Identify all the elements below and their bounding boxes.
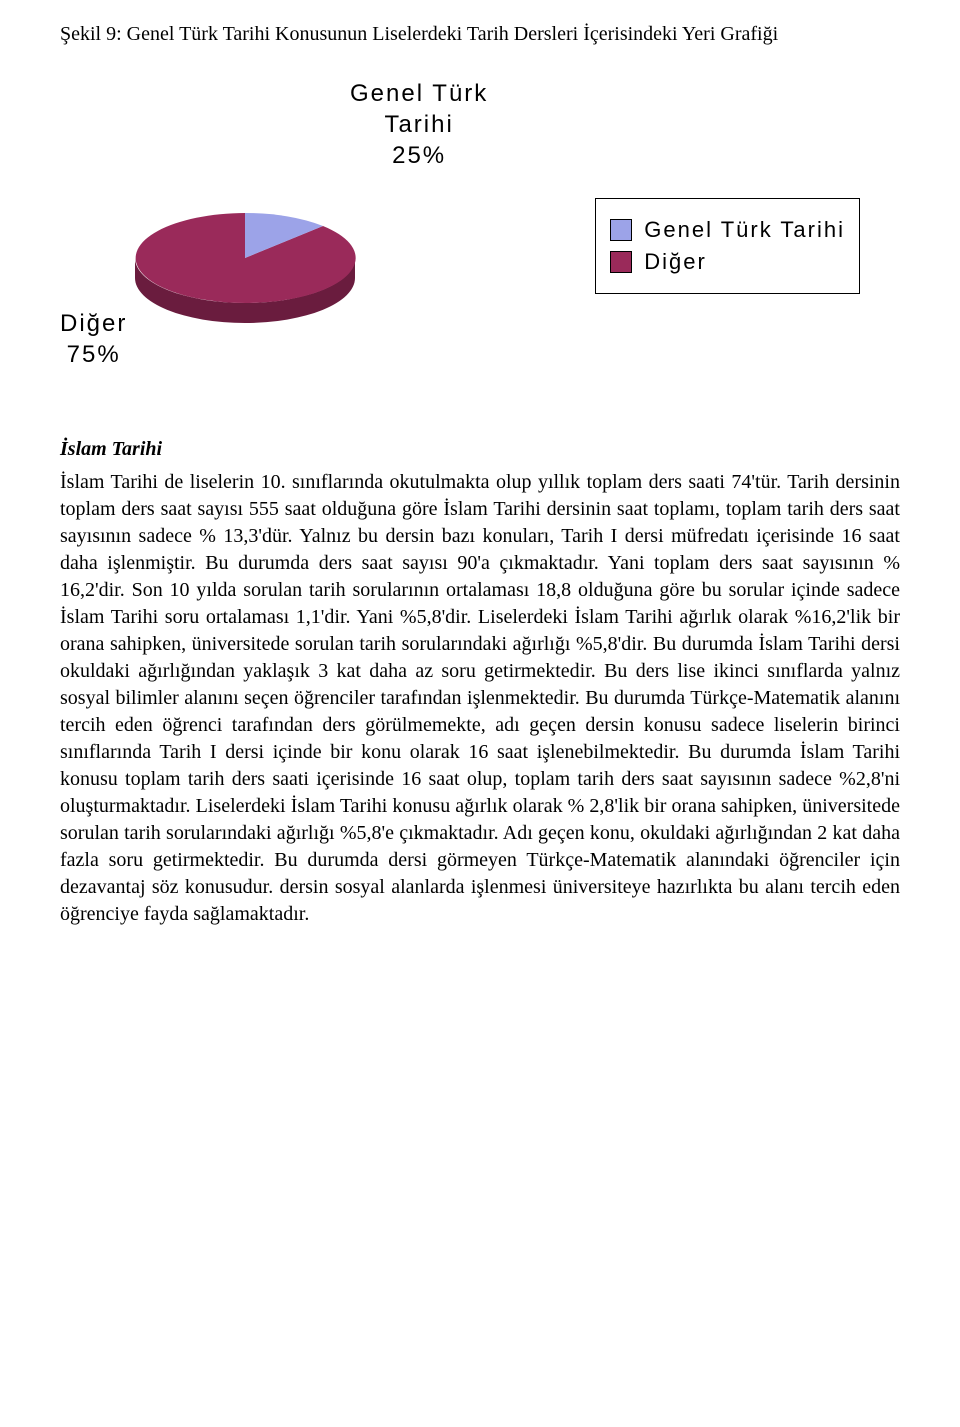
body-paragraph: İslam Tarihi de liselerin 10. sınıfların… xyxy=(60,469,900,928)
chart-title-line1: Genel Türk xyxy=(350,80,488,107)
chart-title-line2: Tarihi xyxy=(384,111,453,138)
figure-caption: Şekil 9: Genel Türk Tarihi Konusunun Lis… xyxy=(60,20,900,48)
chart-title: Genel Türk Tarihi 25% xyxy=(350,78,488,172)
chart-title-line3: 25% xyxy=(392,142,446,169)
legend-item: Genel Türk Tarihi xyxy=(610,217,845,243)
chart-legend: Genel Türk Tarihi Diğer xyxy=(595,198,860,294)
legend-label-2: Diğer xyxy=(644,249,707,275)
chart-label-other: Diğer 75% xyxy=(60,308,127,370)
legend-swatch-2 xyxy=(610,251,632,273)
pie-chart xyxy=(130,208,360,338)
chart-label-other-line1: Diğer xyxy=(60,310,127,337)
legend-item: Diğer xyxy=(610,249,845,275)
section-heading-islam-tarihi: İslam Tarihi xyxy=(60,438,900,461)
legend-swatch-1 xyxy=(610,219,632,241)
chart-label-other-line2: 75% xyxy=(67,341,121,368)
pie-chart-container: Genel Türk Tarihi 25% Diğer 75% Genel Tü… xyxy=(60,78,900,398)
legend-label-1: Genel Türk Tarihi xyxy=(644,217,845,243)
